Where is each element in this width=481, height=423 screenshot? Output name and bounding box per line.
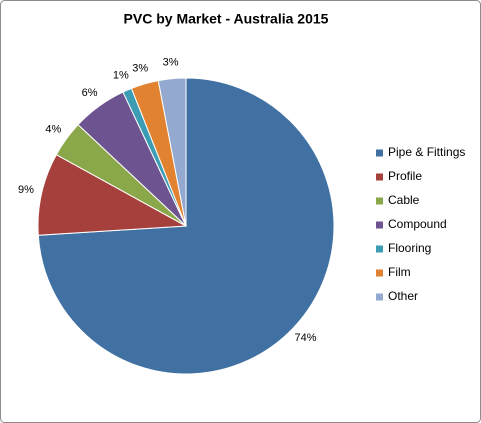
data-label: 3% [132,62,148,74]
legend-swatch [376,197,383,205]
legend-swatch [376,269,383,277]
data-label: 74% [295,332,317,344]
data-label: 1% [113,69,129,81]
legend-label: Profile [388,169,422,183]
data-label: 6% [82,87,98,99]
legend-swatch [376,149,383,157]
legend-label: Compound [388,217,447,231]
legend-label: Pipe & Fittings [388,145,465,159]
legend-label: Film [388,265,411,279]
legend-label: Cable [388,193,420,207]
pie-slice [37,154,188,236]
legend-label: Other [388,289,418,303]
data-label: 3% [163,57,179,69]
data-label: 9% [18,184,34,196]
data-label: 4% [45,124,61,136]
legend-swatch [376,293,383,301]
legend-swatch [376,173,383,181]
legend-label: Flooring [388,241,431,255]
legend-swatch [376,221,383,229]
chart-title: PVC by Market - Australia 2015 [124,11,329,27]
pie-slice [157,77,187,227]
legend-swatch [376,245,383,253]
